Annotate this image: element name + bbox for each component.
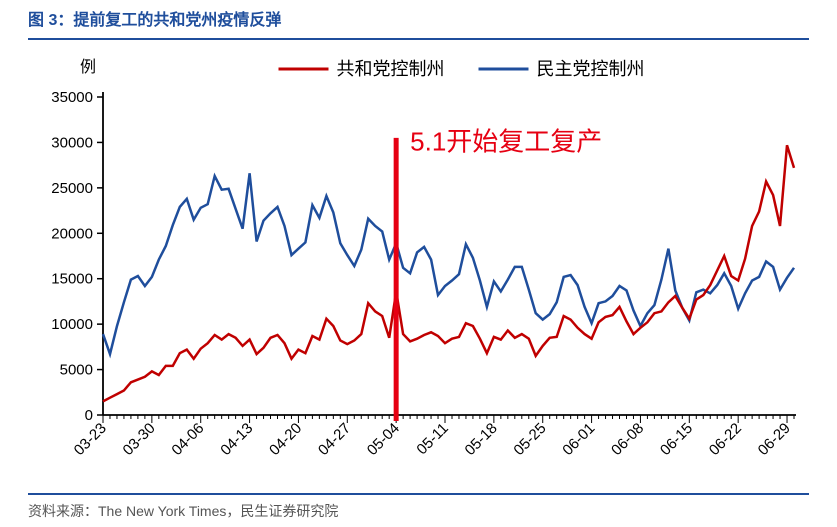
y-tick-label: 0 [85,407,93,424]
x-tick-label: 06-08 [608,420,647,459]
x-tick-label: 05-11 [413,420,451,458]
y-tick-label: 5000 [60,362,93,379]
legend-label-1: 共和党控制州 [337,59,445,79]
y-unit-label: 例 [80,58,96,76]
x-tick-label: 05-04 [364,420,403,459]
x-tick-label: 06-15 [657,420,696,459]
x-tick-label: 05-18 [462,420,501,459]
figure-footer: 资料来源：The New York Times，民生证券研究院 [28,493,809,521]
series-2-line [103,173,794,354]
x-tick-label: 04-27 [315,420,354,459]
legend-label-2: 民主党控制州 [537,59,645,79]
annotation-text: 5.1开始复工复产 [410,126,602,156]
x-tick-label: 03-30 [120,420,159,459]
figure-header: 图 3：提前复工的共和党州疫情反弹 [28,6,809,40]
x-tick-label: 03-23 [71,420,110,459]
y-tick-label: 20000 [51,225,93,242]
chart-container: 例 共和党控制州 民主党控制州 0 5000 10000 15000 20000 25000 30… [28,42,809,485]
y-tick-label: 10000 [51,316,93,333]
x-tick-label: 06-22 [706,420,745,459]
x-tick-label: 05-25 [510,420,549,459]
y-tick-label: 25000 [51,180,93,197]
figure-title: 图 3：提前复工的共和党州疫情反弹 [28,12,281,29]
y-tick-label: 35000 [51,89,93,106]
x-tick-label: 04-13 [217,420,256,459]
x-tick-label: 06-29 [755,420,794,459]
x-tick-label: 04-06 [168,420,207,459]
source-text: 资料来源：The New York Times，民生证券研究院 [28,503,338,519]
x-tick-label: 06-01 [559,420,598,459]
y-tick-label: 15000 [51,271,93,288]
y-tick-label: 30000 [51,134,93,151]
x-tick-label: 04-20 [266,420,305,459]
line-chart: 例 共和党控制州 民主党控制州 0 5000 10000 15000 20000 25000 30… [28,42,809,485]
series-1-line [103,145,794,401]
